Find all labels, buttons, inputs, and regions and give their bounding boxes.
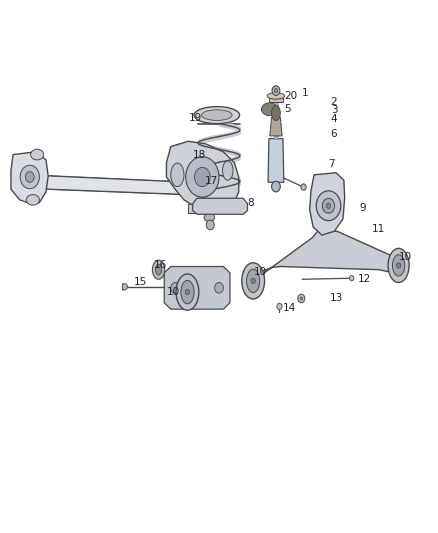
Ellipse shape: [242, 263, 265, 299]
Polygon shape: [24, 175, 188, 195]
Circle shape: [272, 86, 280, 95]
Text: 10: 10: [166, 287, 180, 297]
Circle shape: [316, 191, 341, 221]
Ellipse shape: [247, 269, 260, 293]
Circle shape: [251, 278, 255, 284]
Circle shape: [300, 297, 303, 300]
Polygon shape: [164, 266, 230, 309]
Text: 9: 9: [359, 203, 366, 213]
Circle shape: [298, 294, 305, 303]
Polygon shape: [268, 139, 284, 182]
Ellipse shape: [176, 274, 199, 310]
Text: 8: 8: [247, 198, 254, 207]
Ellipse shape: [194, 107, 240, 124]
Text: 12: 12: [358, 274, 371, 284]
Ellipse shape: [152, 260, 165, 279]
Polygon shape: [166, 141, 239, 211]
Text: 1: 1: [302, 88, 309, 98]
Circle shape: [122, 284, 127, 290]
Ellipse shape: [388, 248, 409, 282]
Circle shape: [272, 181, 280, 192]
Text: 15: 15: [134, 278, 147, 287]
Circle shape: [396, 263, 401, 268]
Text: 18: 18: [193, 150, 206, 159]
Circle shape: [25, 172, 34, 182]
Bar: [188, 204, 217, 213]
Ellipse shape: [204, 213, 215, 222]
Circle shape: [20, 165, 39, 189]
Text: 10: 10: [254, 267, 267, 277]
Circle shape: [301, 184, 306, 190]
Ellipse shape: [26, 195, 39, 205]
Ellipse shape: [223, 161, 233, 180]
Polygon shape: [270, 117, 282, 136]
Polygon shape: [193, 198, 247, 214]
Circle shape: [215, 282, 223, 293]
Text: 17: 17: [205, 176, 218, 186]
Ellipse shape: [171, 163, 184, 187]
Circle shape: [194, 167, 210, 187]
Circle shape: [186, 157, 219, 197]
Circle shape: [274, 88, 278, 93]
Circle shape: [171, 282, 180, 293]
Ellipse shape: [272, 106, 280, 120]
Text: 4: 4: [331, 114, 337, 124]
Bar: [274, 91, 278, 139]
Text: 10: 10: [399, 252, 412, 262]
Ellipse shape: [392, 255, 405, 276]
Text: 19: 19: [188, 114, 201, 123]
Circle shape: [185, 289, 190, 295]
Circle shape: [322, 198, 335, 213]
Text: 7: 7: [328, 159, 334, 168]
Polygon shape: [310, 173, 345, 235]
Circle shape: [206, 220, 214, 230]
Circle shape: [350, 276, 354, 281]
Ellipse shape: [181, 280, 194, 304]
Ellipse shape: [261, 103, 277, 116]
Text: 2: 2: [331, 98, 337, 107]
Circle shape: [277, 303, 282, 310]
Bar: [269, 97, 283, 102]
Circle shape: [326, 203, 331, 208]
Text: 6: 6: [331, 130, 337, 139]
Text: 16: 16: [154, 260, 167, 270]
Ellipse shape: [31, 149, 44, 160]
Text: 20: 20: [284, 91, 297, 101]
Text: 5: 5: [284, 104, 290, 114]
Text: 3: 3: [331, 106, 337, 115]
Polygon shape: [11, 152, 48, 204]
Text: 13: 13: [329, 294, 343, 303]
Text: 11: 11: [371, 224, 385, 234]
Text: 14: 14: [283, 303, 296, 312]
Ellipse shape: [267, 93, 285, 99]
Polygon shape: [250, 231, 401, 284]
Ellipse shape: [155, 264, 162, 275]
Ellipse shape: [201, 110, 232, 120]
